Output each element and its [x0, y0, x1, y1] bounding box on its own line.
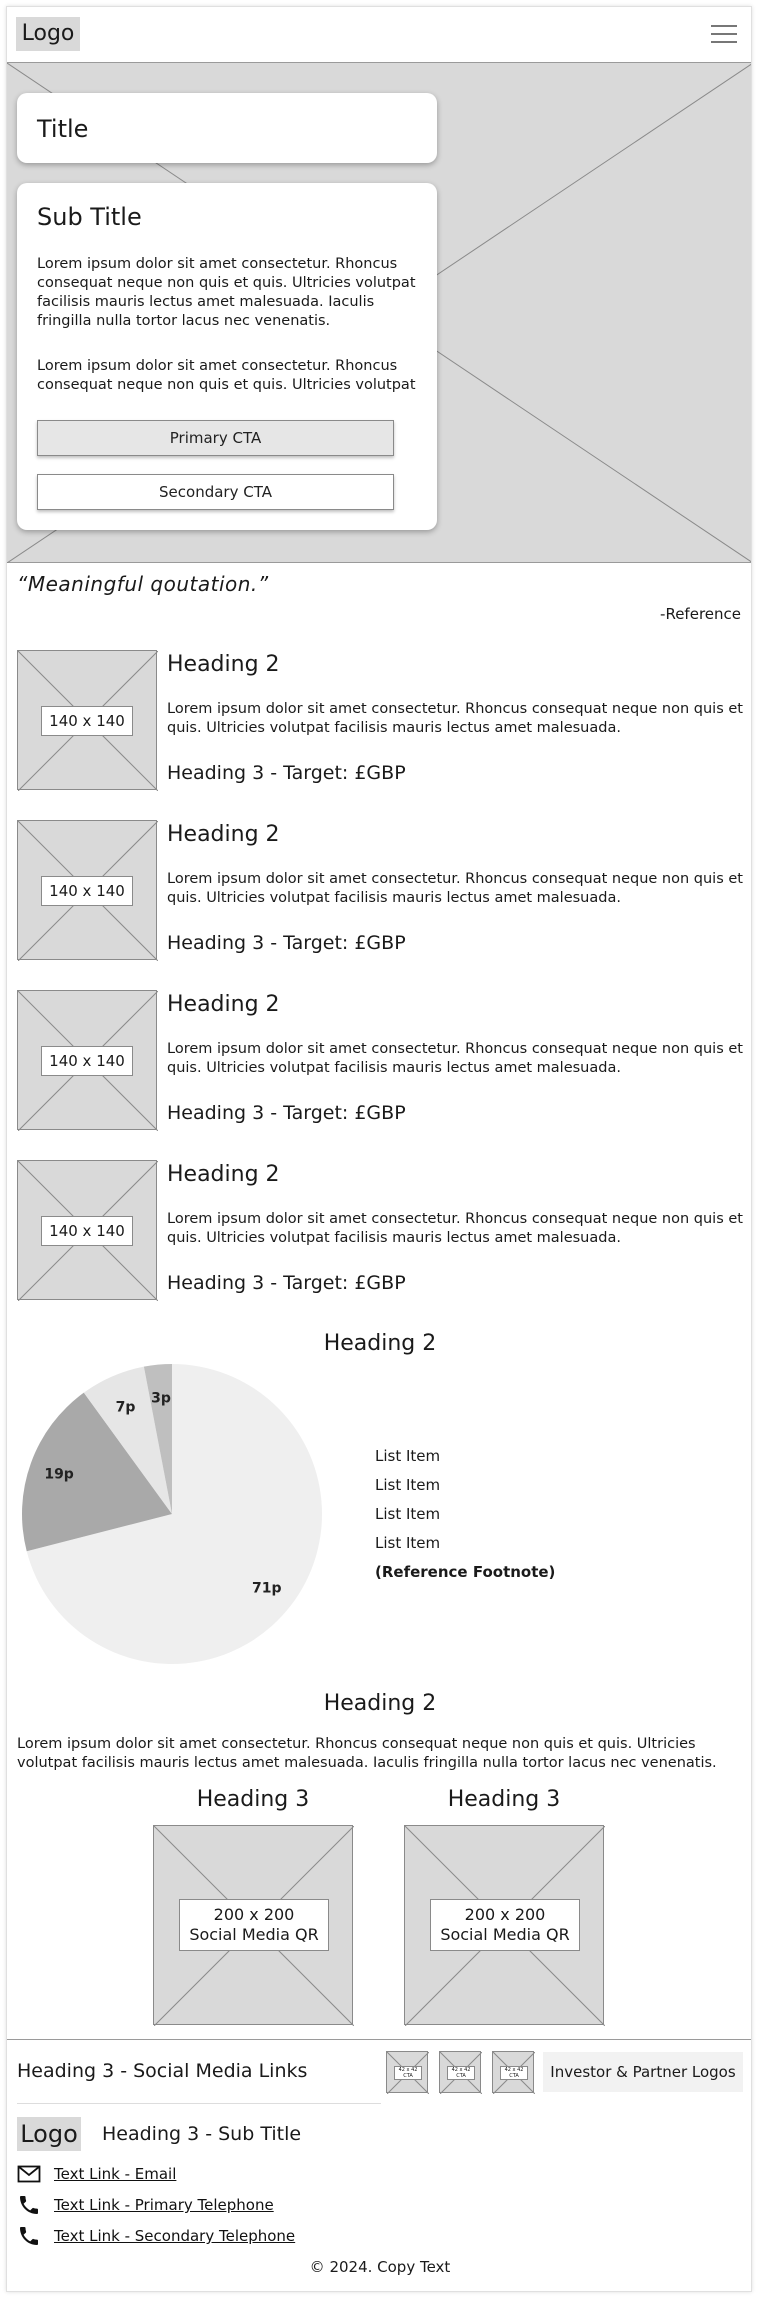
item-image-placeholder: 140 x 140 [17, 1160, 158, 1301]
pie-label-0: 71p [252, 1581, 282, 1597]
legend-list-item: List Item [375, 1447, 441, 1465]
phone-icon [20, 2227, 38, 2245]
social-icon-size: 42 x 42 [451, 2067, 471, 2073]
divider [17, 2103, 381, 2104]
item-heading: Heading 2 [167, 992, 280, 1017]
item-text: Lorem ipsum dolor sit amet consectetur. … [167, 1041, 743, 1076]
envelope-icon [17, 2165, 41, 2183]
hamburger-menu-icon[interactable] [711, 23, 737, 45]
investor-partner-logos: Investor & Partner Logos [543, 2052, 743, 2092]
image-size-label: 140 x 140 [41, 1216, 133, 1246]
secondary-telephone-link[interactable]: Text Link - Secondary Telephone [54, 2227, 296, 2245]
item-image-placeholder: 140 x 140 [17, 650, 158, 791]
item-image-placeholder: 140 x 140 [17, 820, 158, 961]
social-icon-cta[interactable]: 42 x 42 CTA [386, 2051, 429, 2094]
page-title: Title [37, 115, 89, 143]
qr-heading: Heading 3 [196, 1787, 310, 1812]
primary-cta-button[interactable]: Primary CTA [37, 420, 394, 456]
qr-section-text: Lorem ipsum dolor sit amet consectetur. … [17, 1736, 717, 1771]
phone-icon [20, 2196, 38, 2214]
item-heading: Heading 2 [167, 822, 280, 847]
title-card: Title [17, 93, 437, 163]
qr-section-heading: Heading 2 [323, 1691, 437, 1716]
qr-heading: Heading 3 [447, 1787, 561, 1812]
item-target: Heading 3 - Target: £GBP [167, 1102, 406, 1124]
pie-label-3: 3p [151, 1391, 171, 1407]
social-icon-size: 42 x 42 [398, 2067, 418, 2073]
social-icon-label: 42 x 42 CTA [500, 2066, 528, 2080]
item-text: Lorem ipsum dolor sit amet consectetur. … [167, 701, 743, 736]
social-media-qr-placeholder[interactable]: 200 x 200 Social Media QR [153, 1825, 354, 2026]
quotation-reference: -Reference [660, 605, 741, 623]
item-target: Heading 3 - Target: £GBP [167, 932, 406, 954]
copyright-text: © 2024. Copy Text [309, 2258, 451, 2276]
social-icon-label: 42 x 42 CTA [394, 2066, 422, 2080]
social-icon-cta[interactable]: 42 x 42 CTA [492, 2051, 535, 2094]
reference-footnote: (Reference Footnote) [375, 1563, 556, 1581]
secondary-cta-button[interactable]: Secondary CTA [37, 474, 394, 510]
image-size-label: 140 x 140 [41, 876, 133, 906]
pie-slice-1 [21, 1392, 172, 1552]
legend-list-item: List Item [375, 1476, 441, 1494]
quotation: “Meaningful qoutation.” [17, 572, 269, 596]
qr-caption: Social Media QR [189, 1925, 319, 1944]
qr-label: 200 x 200 Social Media QR [430, 1899, 580, 1951]
item-heading: Heading 2 [167, 1162, 280, 1187]
pie-slice-0 [26, 1364, 323, 1664]
social-links-bar: Heading 3 - Social Media Links 42 x 42 CT… [7, 2039, 751, 2103]
social-icon-cta[interactable]: 42 x 42 CTA [439, 2051, 482, 2094]
legend-list-item: List Item [375, 1505, 441, 1523]
social-links-heading: Heading 3 - Social Media Links [17, 2060, 308, 2082]
pie-label-1: 19p [44, 1466, 74, 1482]
social-icon-caption: CTA [403, 2073, 413, 2079]
email-link[interactable]: Text Link - Email [54, 2165, 177, 2183]
item-target: Heading 3 - Target: £GBP [167, 1272, 406, 1294]
qr-size-label: 200 x 200 [464, 1905, 546, 1924]
item-heading: Heading 2 [167, 652, 280, 677]
item-text: Lorem ipsum dolor sit amet consectetur. … [167, 1211, 743, 1246]
social-icon-size: 42 x 42 [504, 2067, 524, 2073]
list-item: 140 x 140 Heading 2 Lorem ipsum dolor si… [17, 990, 743, 1131]
header-logo[interactable]: Logo [16, 17, 80, 51]
qr-label: 200 x 200 Social Media QR [179, 1899, 329, 1951]
social-icon-caption: CTA [456, 2073, 466, 2079]
pie-chart: 71p 19p 7p 3p [21, 1364, 323, 1664]
qr-column: Heading 3 200 x 200 Social Media QR [153, 1787, 354, 2026]
qr-caption: Social Media QR [440, 1925, 570, 1944]
item-image-placeholder: 140 x 140 [17, 990, 158, 1131]
pie-slice-2 [83, 1366, 172, 1514]
chart-legend-list: List Item List Item List Item List Item … [375, 1447, 555, 1592]
social-icon-caption: CTA [509, 2073, 519, 2079]
qr-size-label: 200 x 200 [213, 1905, 295, 1924]
qr-column: Heading 3 200 x 200 Social Media QR [404, 1787, 605, 2026]
footer-logo[interactable]: Logo [17, 2117, 81, 2151]
image-size-label: 140 x 140 [41, 1046, 133, 1076]
hero-subtitle: Sub Title [37, 203, 142, 231]
pie-label-2: 7p [116, 1400, 136, 1416]
image-size-label: 140 x 140 [41, 706, 133, 736]
primary-telephone-link[interactable]: Text Link - Primary Telephone [54, 2196, 274, 2214]
item-text: Lorem ipsum dolor sit amet consectetur. … [167, 871, 743, 906]
chart-heading: Heading 2 [323, 1331, 437, 1356]
item-target: Heading 3 - Target: £GBP [167, 762, 406, 784]
page: Logo Title Sub Title Lorem ipsum dolor s… [6, 6, 752, 2292]
pie-slice-3 [143, 1364, 172, 1514]
footer-subtitle: Heading 3 - Sub Title [102, 2123, 302, 2145]
subtitle-card: Sub Title Lorem ipsum dolor sit amet con… [17, 183, 437, 530]
list-item: 140 x 140 Heading 2 Lorem ipsum dolor si… [17, 650, 743, 791]
hero-paragraph-2: Lorem ipsum dolor sit amet consectetur. … [37, 358, 416, 393]
site-header: Logo [7, 7, 751, 63]
list-item: 140 x 140 Heading 2 Lorem ipsum dolor si… [17, 820, 743, 961]
hero-paragraph-1: Lorem ipsum dolor sit amet consectetur. … [37, 256, 416, 329]
social-media-qr-placeholder[interactable]: 200 x 200 Social Media QR [404, 1825, 605, 2026]
list-item: 140 x 140 Heading 2 Lorem ipsum dolor si… [17, 1160, 743, 1301]
social-icon-label: 42 x 42 CTA [447, 2066, 475, 2080]
legend-list-item: List Item [375, 1534, 441, 1552]
hero-section: Title Sub Title Lorem ipsum dolor sit am… [7, 63, 751, 563]
